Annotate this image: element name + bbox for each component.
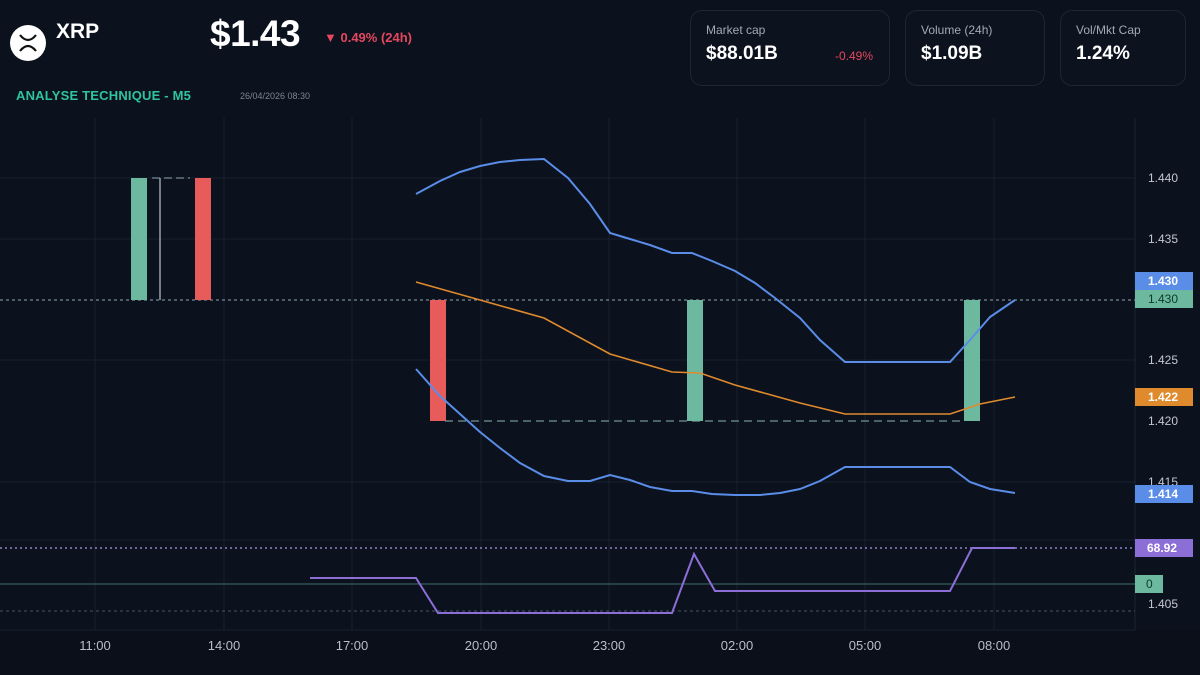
volume-value: $1.09B — [921, 43, 983, 64]
volume-label: Volume (24h) — [921, 23, 993, 37]
asset-symbol: XRP — [56, 20, 100, 43]
candle-bearish[interactable] — [430, 300, 446, 421]
svg-text:23:00: 23:00 — [593, 638, 626, 653]
svg-text:1.420: 1.420 — [1148, 414, 1178, 428]
svg-text:1.430: 1.430 — [1148, 274, 1178, 288]
candle-bearish[interactable] — [195, 178, 211, 300]
svg-text:11:00: 11:00 — [79, 638, 111, 653]
price-tag-current: 1.430 — [1135, 290, 1193, 308]
svg-text:68.92: 68.92 — [1147, 541, 1177, 555]
timestamp: 26/04/2026 08:30 — [240, 91, 311, 101]
section-title: ANALYSE TECHNIQUE - M5 — [16, 88, 192, 103]
time-axis-labels: 11:00 14:00 17:00 20:00 23:00 02:00 05:0… — [79, 638, 1010, 653]
svg-text:1.405: 1.405 — [1148, 597, 1178, 611]
price-tag-bollinger-upper: 1.430 — [1135, 272, 1193, 290]
volume-card: Volume (24h) $1.09B — [905, 10, 1045, 86]
vol-mkt-cap-value: 1.24% — [1076, 43, 1130, 64]
svg-text:1.422: 1.422 — [1148, 390, 1178, 404]
vol-mkt-cap-card: Vol/Mkt Cap 1.24% — [1060, 10, 1186, 86]
price-change-24h: ▼ 0.49% (24h) — [324, 30, 413, 45]
vol-mkt-cap-label: Vol/Mkt Cap — [1076, 23, 1141, 37]
xrp-logo-icon — [10, 25, 46, 61]
bollinger-upper-line — [415, 157, 1016, 363]
rsi-line — [310, 547, 1015, 614]
svg-text:1.430: 1.430 — [1148, 292, 1178, 306]
svg-text:0: 0 — [1146, 577, 1153, 591]
candle-bullish[interactable] — [687, 300, 703, 421]
price-tag-ma: 1.422 — [1135, 388, 1193, 406]
time-axis-background — [0, 630, 1200, 675]
svg-text:14:00: 14:00 — [208, 638, 241, 653]
market-cap-card: Market cap $88.01B -0.49% — [690, 10, 890, 86]
svg-text:08:00: 08:00 — [978, 638, 1011, 653]
bollinger-lower-line — [415, 368, 1016, 496]
svg-text:1.435: 1.435 — [1148, 232, 1178, 246]
svg-text:20:00: 20:00 — [465, 638, 498, 653]
vertical-gridlines — [94, 118, 995, 630]
ma-line — [415, 281, 1016, 415]
price-axis-labels: 1.440 1.435 1.425 1.420 1.415 1.405 — [1148, 171, 1178, 611]
market-cap-delta: -0.49% — [834, 49, 873, 63]
price-tag-rsi: 68.92 — [1135, 539, 1193, 557]
svg-text:02:00: 02:00 — [721, 638, 754, 653]
candles — [131, 177, 980, 421]
svg-text:1.440: 1.440 — [1148, 171, 1178, 185]
svg-text:05:00: 05:00 — [849, 638, 882, 653]
market-cap-label: Market cap — [706, 23, 766, 37]
candle-bullish[interactable] — [964, 300, 980, 421]
svg-text:1.414: 1.414 — [1148, 487, 1178, 501]
svg-text:17:00: 17:00 — [336, 638, 369, 653]
market-cap-value: $88.01B — [706, 43, 778, 64]
candle-bullish[interactable] — [131, 178, 147, 300]
price-tag-signal: 0 — [1135, 575, 1163, 593]
svg-text:1.425: 1.425 — [1148, 353, 1178, 367]
price-tag-bollinger-lower: 1.414 — [1135, 485, 1193, 503]
current-price: $1.43 — [210, 13, 301, 54]
